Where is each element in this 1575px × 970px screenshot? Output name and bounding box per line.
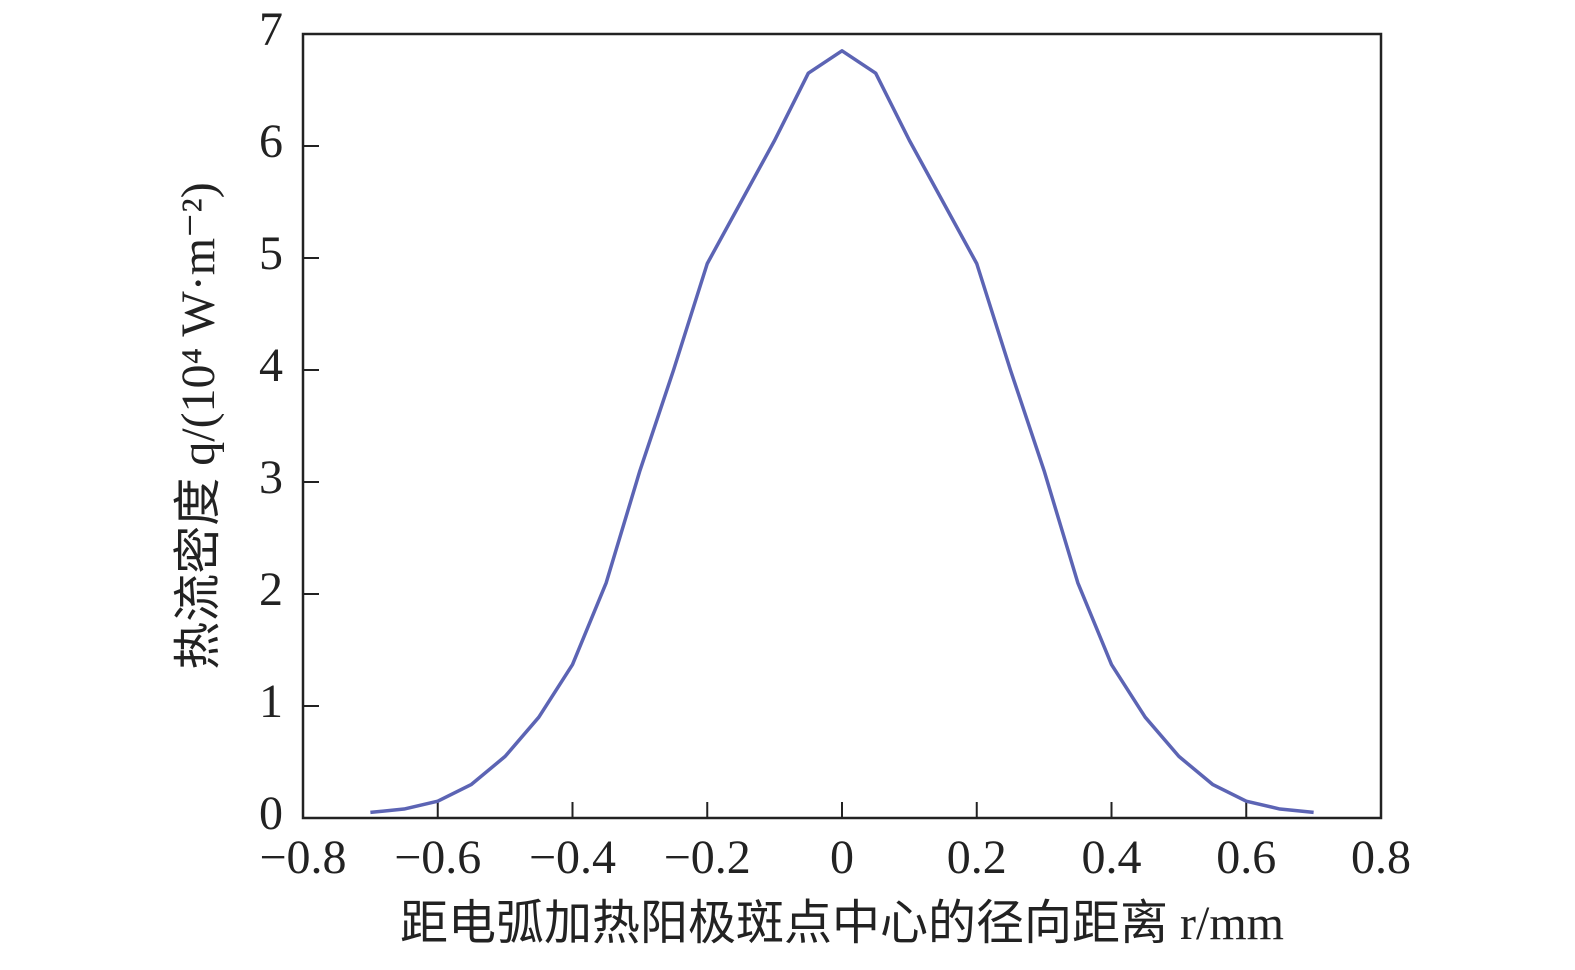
x-tick-label: −0.8 xyxy=(259,831,346,884)
x-axis-label: 距电弧加热阳极斑点中心的径向距离 r/mm xyxy=(400,897,1284,950)
x-tick-label: −0.2 xyxy=(664,831,751,884)
y-tick-label: 7 xyxy=(259,3,283,56)
x-tick-label: 0.6 xyxy=(1216,831,1276,884)
y-axis-label: 热流密度 q/(10⁴ W·m⁻²) xyxy=(172,182,225,670)
y-tick-label: 2 xyxy=(259,563,283,616)
y-tick-label: 5 xyxy=(259,227,283,280)
y-tick-label: 6 xyxy=(259,115,283,168)
x-tick-label: 0.2 xyxy=(947,831,1007,884)
x-tick-label: 0 xyxy=(830,831,854,884)
y-tick-label: 4 xyxy=(259,339,283,392)
plot-frame xyxy=(301,32,1383,820)
data-line xyxy=(370,49,1314,815)
x-tick-label: 0.8 xyxy=(1351,831,1411,884)
y-tick-label: 3 xyxy=(259,451,283,504)
y-tick-label: 0 xyxy=(259,787,283,840)
x-tick-label: −0.4 xyxy=(529,831,616,884)
y-tick-label: 1 xyxy=(259,675,283,728)
x-tick-label: −0.6 xyxy=(394,831,481,884)
x-tick-label: 0.4 xyxy=(1082,831,1142,884)
